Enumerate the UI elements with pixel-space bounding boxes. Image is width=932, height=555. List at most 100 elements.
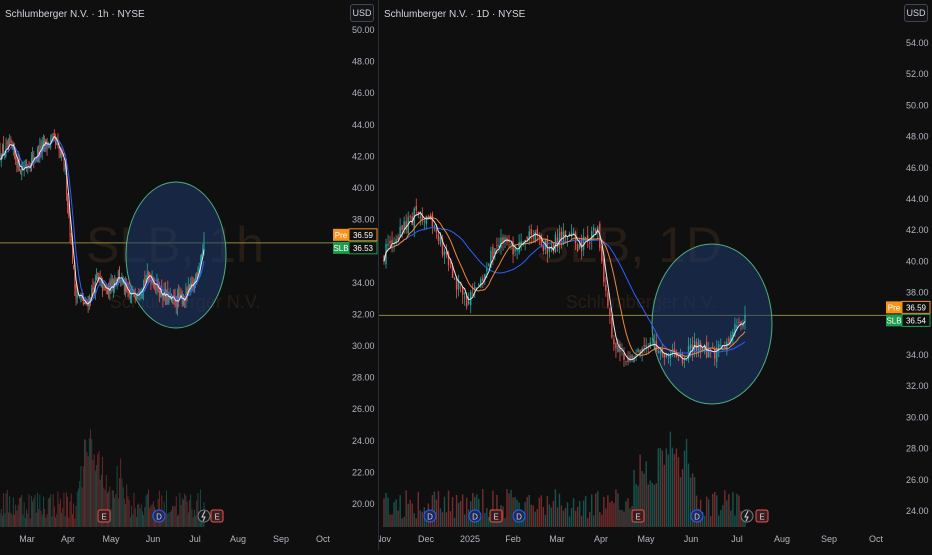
candle-body [59, 147, 60, 151]
dividend-marker[interactable]: D [153, 510, 165, 522]
symbol-title[interactable]: Schlumberger N.V. · 1D · NYSE [384, 9, 525, 20]
earnings-marker[interactable]: E [211, 510, 223, 522]
volume-bar [49, 498, 50, 527]
volume-bar [10, 513, 11, 527]
earnings-marker[interactable]: E [756, 510, 768, 522]
candle-body [645, 345, 646, 347]
candle-body [434, 226, 435, 227]
volume-bar [148, 489, 149, 527]
volume-bar [403, 517, 404, 527]
volume-bar [545, 515, 546, 527]
volume-bar [454, 518, 455, 527]
volume-bar [41, 511, 42, 527]
volume-bar [660, 448, 661, 527]
candle-body [702, 348, 703, 349]
volume-bar [130, 518, 131, 527]
candle-body [623, 353, 624, 360]
price-tick-label: 28.00 [906, 444, 929, 454]
volume-bar [391, 515, 392, 527]
dividend-marker[interactable]: D [424, 510, 436, 522]
volume-bar [12, 515, 13, 527]
candle-body [613, 339, 614, 344]
volume-bar [58, 491, 59, 527]
volume-bar [714, 492, 715, 527]
volume-bar [529, 495, 530, 527]
volume-bar [3, 493, 4, 527]
earnings-marker[interactable]: E [632, 510, 644, 522]
volume-bar [93, 460, 94, 527]
volume-bar [581, 516, 582, 527]
volume-bar [187, 502, 188, 527]
time-tick-label: Aug [230, 534, 246, 544]
badge-label: SLB [333, 244, 348, 253]
volume-bar [179, 493, 180, 527]
event-marker-label: E [214, 513, 219, 522]
candle-body [111, 280, 112, 292]
volume-bar [117, 466, 118, 527]
volume-bar [115, 494, 116, 527]
volume-bar [690, 478, 691, 527]
volume-bar [547, 496, 548, 527]
volume-bar [144, 507, 145, 527]
candle-body [535, 232, 536, 242]
candle-body [726, 342, 727, 352]
volume-bar [393, 502, 394, 527]
volume-bar [422, 512, 423, 527]
left-chart-pane[interactable]: SLB, 1h Schlumberger N.V. 50.0048.0046.0… [0, 0, 378, 550]
volume-bar [6, 493, 7, 527]
replay-icon[interactable] [741, 510, 753, 522]
dividend-marker[interactable]: D [513, 510, 525, 522]
price-tick-label: 32.00 [352, 309, 375, 319]
currency-button[interactable]: USD [904, 4, 928, 22]
candle-body [37, 149, 38, 156]
earnings-marker[interactable]: E [98, 510, 110, 522]
right-chart-canvas[interactable]: SLB, 1D Schlumberger N.V. 54.0052.0050.0… [379, 0, 932, 550]
volume-bar [37, 493, 38, 527]
volume-bar [585, 496, 586, 527]
volume-bar [438, 491, 439, 527]
volume-bar [121, 479, 122, 527]
volume-bar [128, 496, 129, 527]
candle-body [643, 345, 644, 347]
volume-bar [91, 439, 92, 527]
left-chart-canvas[interactable]: SLB, 1h Schlumberger N.V. 50.0048.0046.0… [0, 0, 378, 550]
dividend-marker[interactable]: D [469, 510, 481, 522]
volume-bar [662, 450, 663, 527]
volume-bar [508, 493, 509, 527]
volume-bar [39, 495, 40, 527]
volume-bar [397, 511, 398, 527]
volume-bar [625, 501, 626, 527]
volume-bar [59, 504, 60, 527]
volume-bar [718, 516, 719, 527]
candle-body [462, 287, 463, 294]
earnings-marker[interactable]: E [490, 510, 502, 522]
candle-body [444, 251, 445, 255]
candle-body [533, 237, 534, 238]
volume-bar [67, 497, 68, 527]
volume-bar [76, 506, 77, 527]
price-tick-label: 40.00 [352, 183, 375, 193]
replay-icon-circle [741, 510, 753, 522]
volume-bar [458, 503, 459, 527]
price-tick-label: 24.00 [906, 506, 929, 516]
candle-body [401, 225, 402, 230]
dividend-marker[interactable]: D [691, 510, 703, 522]
symbol-title[interactable]: Schlumberger N.V. · 1h · NYSE [5, 9, 145, 20]
candle-body [10, 139, 11, 142]
candle-body [714, 349, 715, 359]
volume-bar [9, 496, 10, 527]
replay-icon[interactable] [198, 510, 210, 522]
time-tick-label: Oct [869, 534, 884, 544]
badge-label: Pre [335, 231, 348, 240]
volume-bar [88, 456, 89, 527]
candle-body [605, 285, 606, 291]
volume-bar [656, 483, 657, 527]
badge-value: 36.54 [906, 316, 927, 325]
volume-bar [73, 504, 74, 527]
currency-button[interactable]: USD [350, 4, 374, 22]
volume-bar [732, 492, 733, 527]
highlight-circle [652, 244, 772, 404]
volume-bar [61, 513, 62, 527]
volume-bar [466, 498, 467, 527]
